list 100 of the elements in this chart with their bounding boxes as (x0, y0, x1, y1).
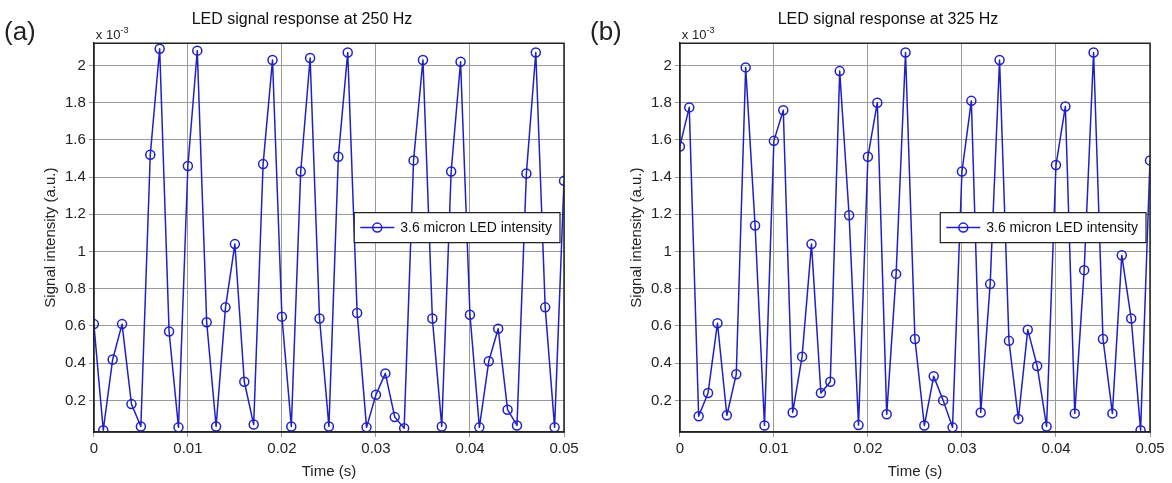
x-tick-label: 0.03 (361, 439, 391, 457)
point (210, 421, 222, 432)
y-tick-label: 2 (663, 55, 672, 73)
point (1125, 313, 1137, 324)
point (502, 404, 513, 415)
point (1013, 413, 1024, 425)
x-axis-title: Time (s) (301, 462, 357, 480)
point (408, 155, 419, 166)
point (787, 407, 798, 418)
point (239, 376, 250, 388)
x-tick-label: 0.01 (759, 439, 789, 457)
y-tick-label: 2 (77, 55, 86, 73)
legend-label: 3.6 micron LED intensity (986, 219, 1138, 236)
point (740, 62, 751, 73)
x-tick-label: 0 (675, 439, 685, 457)
point (759, 420, 770, 431)
point (1116, 250, 1128, 261)
chart-title: LED signal response at 325 Hz (777, 10, 999, 28)
y-axis-title: Signal intensity (a.u.) (41, 167, 59, 308)
point (380, 368, 391, 379)
y-tick-label: 0.6 (650, 316, 672, 334)
point (229, 238, 241, 250)
x-tick-label: 0.04 (455, 439, 485, 457)
point (693, 410, 704, 422)
point (445, 166, 457, 177)
point (684, 102, 695, 113)
point (154, 43, 165, 55)
y-tick-label: 0.2 (650, 390, 672, 408)
point (778, 104, 789, 116)
point (1069, 408, 1081, 419)
legend-label: 3.6 micron LED intensity (400, 219, 552, 236)
point (323, 421, 335, 432)
x-tick-label: 0.01 (173, 439, 203, 457)
y-tick-label: 1.4 (650, 167, 672, 185)
x-tick-label: 0.02 (853, 439, 883, 457)
point (455, 56, 466, 68)
text: (b) (590, 16, 622, 46)
point (549, 422, 560, 432)
point (994, 54, 1005, 66)
point (370, 389, 382, 401)
point (126, 398, 137, 410)
point (511, 420, 523, 431)
point (1050, 159, 1062, 171)
point (834, 65, 845, 77)
y-tick-label: 0.6 (64, 316, 86, 334)
y-tick-label: 1.6 (64, 130, 86, 148)
point (483, 356, 495, 367)
point (474, 422, 485, 432)
point (919, 420, 930, 431)
point (1078, 264, 1090, 276)
point (539, 302, 551, 313)
point (966, 95, 977, 107)
point (1060, 101, 1071, 112)
y-tick-label: 1.2 (64, 204, 86, 222)
y-axis-title: Signal intensity (a.u.) (627, 167, 645, 308)
point (909, 333, 921, 345)
y-tick-label: 0.2 (64, 390, 86, 408)
point (135, 421, 147, 432)
point (398, 423, 410, 432)
chart-title: LED signal response at 250 Hz (191, 10, 413, 28)
point (768, 135, 780, 147)
point (984, 278, 996, 290)
point (436, 421, 448, 432)
point (853, 419, 864, 431)
y-tick-label: 1.8 (64, 92, 86, 110)
y-tick-label: 1.4 (64, 167, 86, 185)
x-axis-title: Time (s) (887, 462, 943, 480)
point (286, 421, 297, 432)
point (530, 47, 542, 58)
point (220, 302, 231, 313)
point (173, 422, 184, 432)
x-tick-label: 0.02 (267, 439, 297, 457)
point (201, 316, 212, 328)
y-tick-label: 1.6 (650, 130, 672, 148)
y-tick-label: 0.4 (650, 353, 672, 371)
point (192, 45, 203, 56)
point (872, 97, 883, 108)
point (815, 387, 827, 399)
x-tick-label: 0.04 (1041, 439, 1071, 457)
point (521, 168, 532, 179)
point (342, 47, 353, 58)
y-tick-label: 1.8 (650, 92, 672, 110)
y-tick-label: 1 (663, 241, 672, 259)
x-tick-label: 0.03 (947, 439, 977, 457)
point (464, 309, 476, 321)
x-tick-label: 0.05 (549, 439, 579, 457)
point (295, 166, 306, 177)
point (276, 311, 288, 322)
point (749, 220, 761, 231)
y-tick-label: 0.8 (650, 278, 672, 296)
point (145, 149, 156, 161)
point (796, 351, 808, 362)
point (890, 268, 902, 280)
y-tick-label: 0.4 (64, 353, 86, 371)
point (248, 419, 259, 430)
point (806, 238, 817, 250)
point (712, 317, 723, 329)
point (928, 370, 939, 382)
point (1003, 335, 1015, 347)
point (843, 210, 855, 221)
